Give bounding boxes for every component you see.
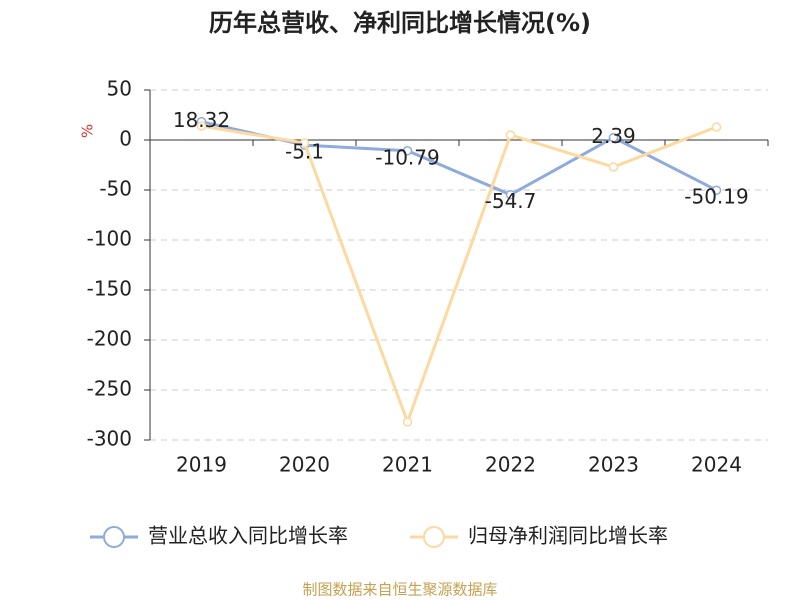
x-tick-label: 2019 xyxy=(176,453,227,477)
source-note: 制图数据来自恒生聚源数据库 xyxy=(302,581,497,599)
data-point xyxy=(711,185,722,195)
y-tick-label: -250 xyxy=(87,377,132,401)
data-label: -10.79 xyxy=(375,145,439,169)
data-point xyxy=(402,417,413,427)
data-point xyxy=(711,122,722,132)
y-tick-label: -150 xyxy=(87,277,132,301)
data-label: 2.39 xyxy=(591,124,636,148)
data-point xyxy=(608,162,619,172)
legend-marker xyxy=(103,526,125,548)
legend-label: 营业总收入同比增长率 xyxy=(148,524,348,548)
data-point xyxy=(196,121,207,131)
y-tick-label: -100 xyxy=(87,227,132,251)
y-tick-label: 0 xyxy=(119,127,132,151)
x-tick-label: 2022 xyxy=(485,453,536,477)
data-point xyxy=(402,146,413,156)
data-label: -54.7 xyxy=(485,189,537,213)
x-tick-label: 2020 xyxy=(279,453,330,477)
x-tick-label: 2024 xyxy=(691,453,742,477)
legend-label: 归母净利润同比增长率 xyxy=(468,524,668,548)
data-point xyxy=(299,138,310,148)
x-tick-label: 2023 xyxy=(588,453,639,477)
legend-marker xyxy=(423,526,445,548)
data-label: 18.32 xyxy=(173,108,230,132)
y-tick-label: 50 xyxy=(107,77,132,101)
chart-title: 历年总营收、净利同比增长情况(%) xyxy=(209,9,591,37)
data-label: -5.1 xyxy=(285,140,324,164)
x-tick-label: 2021 xyxy=(382,453,433,477)
data-point xyxy=(505,130,516,140)
data-label: -50.19 xyxy=(684,185,748,209)
data-point xyxy=(608,132,619,143)
series-line xyxy=(201,124,718,427)
data-point xyxy=(505,189,516,200)
y-tick-label: -200 xyxy=(87,327,132,351)
y-tick-label: -300 xyxy=(87,427,132,451)
y-tick-label: -50 xyxy=(99,177,132,201)
y-axis-label: % xyxy=(79,124,97,138)
